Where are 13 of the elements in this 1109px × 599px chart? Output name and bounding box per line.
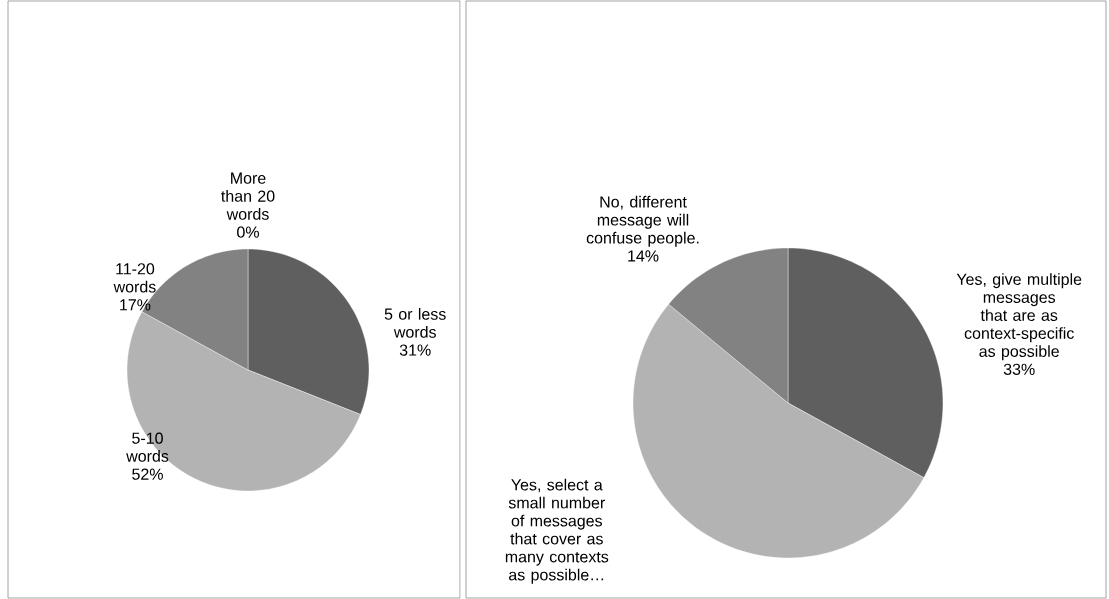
slice-label: No, different message will confuse people. xyxy=(586,195,699,247)
slice-label: 5 or less words xyxy=(384,308,446,338)
data-label: 14% xyxy=(628,250,659,262)
data-label: 33% xyxy=(1003,363,1035,375)
data-label: 17% xyxy=(120,299,151,311)
slice-label: 5-10 words xyxy=(126,432,169,462)
data-label: 31% xyxy=(399,344,431,356)
slice-label: Yes, give multiple messages that are as context-specific as possible xyxy=(956,273,1082,361)
slice-label: Yes, select a small number of messages that cover as many contexts as possible… xyxy=(505,478,609,584)
data-label: 52% xyxy=(132,468,163,480)
category-label: More than 20 words xyxy=(221,172,275,220)
slice-label: 11-20 words xyxy=(113,263,156,293)
text: 0% xyxy=(237,226,259,238)
